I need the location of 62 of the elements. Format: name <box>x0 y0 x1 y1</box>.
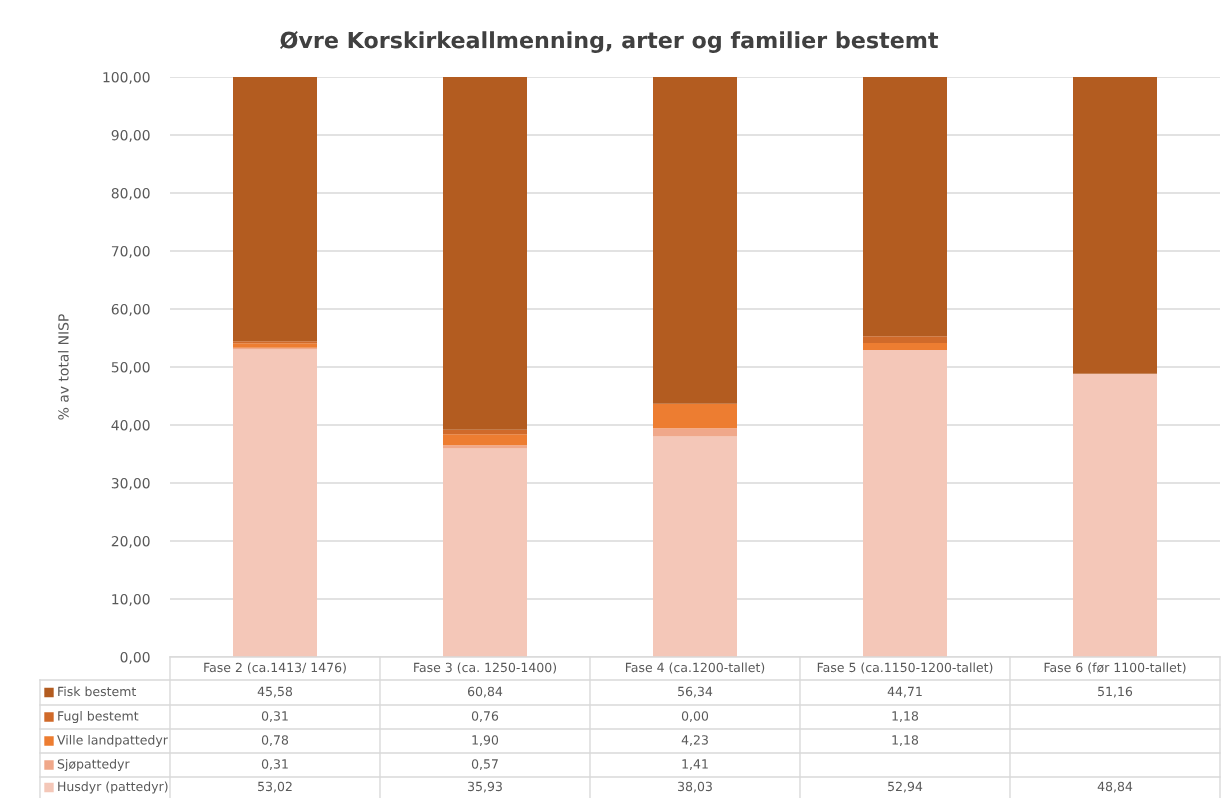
legend-label: Fugl bestemt <box>58 710 139 724</box>
data-label: 52,94 <box>888 781 923 793</box>
bar <box>443 434 527 446</box>
y-tick-label: 0,00 <box>120 651 150 664</box>
bar <box>233 77 317 342</box>
data-label: 60,84 <box>467 686 503 698</box>
y-tick-label: 80,00 <box>111 187 150 200</box>
data-label: 0,76 <box>471 711 499 722</box>
bar <box>653 77 737 404</box>
bar <box>653 403 737 429</box>
chart-title: Øvre Korskirkeallmenning, arter og familier bestemt <box>280 31 939 53</box>
bar <box>863 336 947 344</box>
data-label: 0,31 <box>261 759 288 770</box>
y-tick-label: 40,00 <box>111 419 150 432</box>
x-tick-label: Fase 4 (ca.1200-tallet) <box>625 662 765 674</box>
bar <box>443 77 527 430</box>
y-tick-label: 100,00 <box>103 71 150 84</box>
data-label: 0,57 <box>471 759 498 770</box>
data-label: 1,90 <box>472 735 499 746</box>
bar <box>1073 77 1157 374</box>
bar <box>443 448 527 657</box>
data-label: 1,41 <box>682 759 708 770</box>
data-label: 0,78 <box>261 735 289 746</box>
bar <box>863 343 947 350</box>
data-label: 45,58 <box>257 686 293 698</box>
data-label: 1,18 <box>892 735 919 746</box>
x-tick-label: Fase 5 (ca.1150-1200-tallet) <box>817 662 993 674</box>
legend-label: Husdyr (pattedyr) <box>58 781 168 794</box>
x-tick-label: Fase 2 (ca.1413/ 1476) <box>204 662 346 674</box>
data-label: 56,34 <box>678 686 713 698</box>
y-tick-label: 30,00 <box>111 477 150 490</box>
x-tick-label: Fase 6 (før 1100-tallet) <box>1044 662 1186 674</box>
data-label: 44,71 <box>887 686 922 698</box>
bar <box>653 436 737 657</box>
bar <box>863 77 947 337</box>
y-axis-title: % av total NISP <box>57 314 69 420</box>
x-tick-label: Fase 3 (ca. 1250-1400) <box>414 662 557 674</box>
bar <box>233 343 317 348</box>
bar <box>233 349 317 657</box>
bar <box>863 349 947 657</box>
bar <box>653 428 737 437</box>
y-tick-label: 70,00 <box>111 245 150 258</box>
data-label: 4,23 <box>681 735 708 746</box>
data-label: 53,02 <box>258 781 292 793</box>
data-label: 48,84 <box>1097 781 1133 793</box>
y-tick-label: 20,00 <box>111 535 150 548</box>
data-label: 1,18 <box>892 711 919 722</box>
bar <box>443 429 527 435</box>
legend-label: Fisk bestemt <box>58 686 136 697</box>
legend-label: Ville landpattedyr <box>57 734 168 748</box>
y-tick-label: 90,00 <box>111 129 150 142</box>
data-label: 35,93 <box>468 781 502 793</box>
data-label: 0,00 <box>681 711 709 722</box>
data-label: 38,03 <box>678 781 712 793</box>
y-tick-label: 60,00 <box>111 303 150 316</box>
bar <box>443 445 527 449</box>
data-label: 51,16 <box>1098 686 1133 698</box>
bar <box>1073 373 1157 657</box>
y-tick-label: 10,00 <box>112 593 150 606</box>
data-label: 0,31 <box>261 711 288 722</box>
y-tick-label: 50,00 <box>111 361 150 374</box>
legend-label: Sjøpattedyr <box>57 758 130 772</box>
